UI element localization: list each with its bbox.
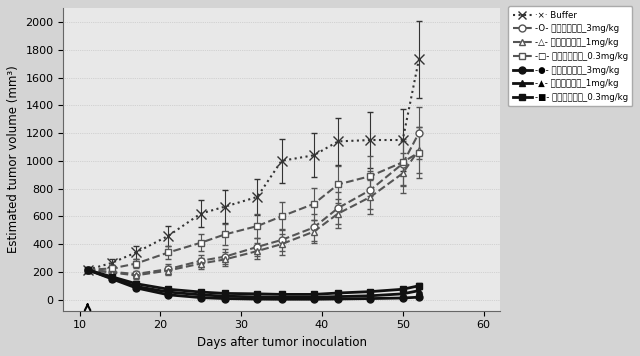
Y-axis label: Estimated tumor volume (mm³): Estimated tumor volume (mm³) <box>7 66 20 253</box>
X-axis label: Days after tumor inoculation: Days after tumor inoculation <box>196 336 367 349</box>
Legend: ·×· Buffer, -O- 実施例３－１_3mg/kg, -△- 実施例３－１_1mg/kg, -□- 実施例３－１_0.3mg/kg, -●- 実施例３－: ·×· Buffer, -O- 実施例３－１_3mg/kg, -△- 実施例３－… <box>508 6 632 106</box>
